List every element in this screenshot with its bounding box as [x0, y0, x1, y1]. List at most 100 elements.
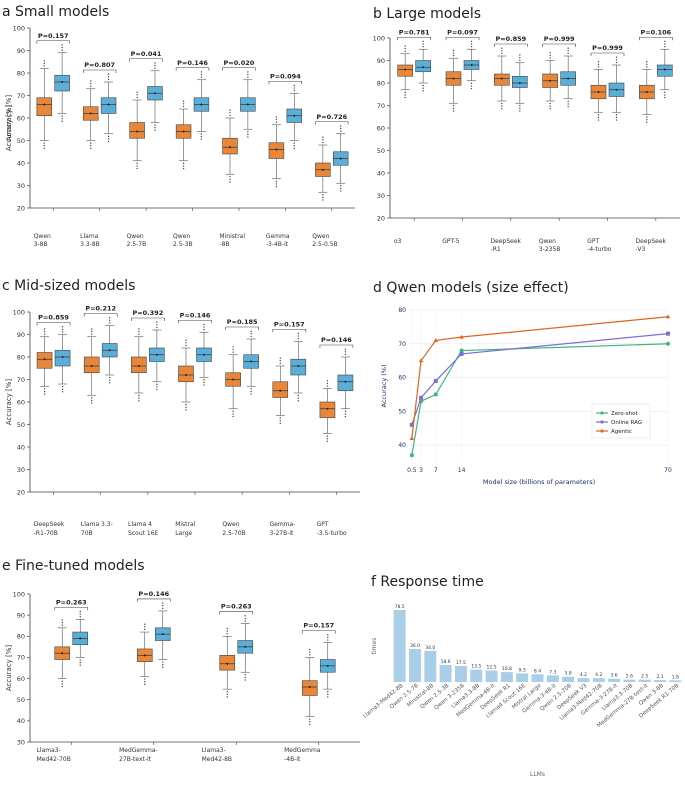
y-tick-label: 60 [17, 114, 25, 122]
y-tick-label: 90 [17, 331, 25, 339]
box-mean [161, 633, 164, 636]
outlier [109, 379, 111, 381]
outlier [340, 190, 342, 192]
outlier [203, 323, 205, 326]
p-value-bracket [36, 322, 71, 326]
box-mean [155, 353, 158, 356]
outlier [91, 328, 93, 330]
bar [592, 678, 605, 682]
outlier [107, 140, 110, 143]
outlier [326, 440, 329, 442]
box-mean [275, 148, 278, 151]
box-mean [645, 91, 648, 93]
outlier [422, 45, 424, 48]
x-axis-label: Model size (billions of parameters) [483, 478, 595, 486]
bar [500, 672, 513, 682]
p-value-bracket [131, 317, 165, 321]
outlier [470, 45, 473, 48]
box-group: P=0.807 Llama3.3-8B [80, 61, 117, 248]
outlier [597, 66, 600, 68]
outlier [501, 102, 503, 105]
outlier [344, 353, 347, 356]
p-value-bracket [268, 80, 303, 85]
outlier [452, 105, 455, 107]
data-point [665, 314, 671, 319]
outlier [91, 330, 93, 333]
outlier [250, 335, 252, 338]
panel-c: c Mid-sized models 20 30 40 50 60 70 80 90 100 Acc… [2, 278, 360, 537]
bar-value-label: 4.2 [580, 672, 587, 678]
outlier [61, 683, 63, 685]
outlier [232, 415, 234, 418]
outlier [136, 165, 138, 167]
category-label: Llama [80, 233, 99, 240]
outlier [322, 136, 324, 138]
outlier [154, 124, 156, 126]
outlier [664, 91, 666, 94]
y-axis-label: Accuracy [%] [5, 645, 13, 692]
box-zero-shot [315, 136, 331, 201]
x-tick-label: 3 [419, 467, 423, 474]
outlier [109, 317, 111, 319]
box-mean [246, 103, 249, 106]
outlier [279, 420, 281, 422]
bar [516, 673, 529, 682]
box-group: P=0.146 GPT -3.5-turbo [317, 336, 354, 537]
outlier [229, 114, 231, 117]
outlier [61, 49, 63, 51]
data-point [409, 453, 414, 458]
y-tick-label: 70 [377, 102, 385, 110]
category-label: Qwen [312, 233, 329, 240]
outlier [43, 330, 46, 333]
outlier [297, 394, 299, 397]
outlier [185, 403, 187, 406]
p-value-label: P=0.859 [38, 314, 69, 322]
outlier [327, 634, 329, 636]
category-label: Llama3- [202, 747, 226, 754]
panel-f: f Response timetimesLLMs78.5Llama3-Med42… [362, 574, 682, 778]
outlier [279, 417, 281, 419]
box-group: P=0.094 Gemma-3-4B-it [266, 72, 303, 248]
box-online-rag [332, 125, 349, 192]
x-tick-label: 14 [458, 467, 466, 474]
box-online-rag [319, 634, 336, 698]
outlier [422, 40, 424, 43]
y-tick-label: 40 [398, 442, 406, 449]
box-mean [597, 91, 600, 93]
box-iqr [131, 356, 147, 374]
outlier [322, 141, 324, 144]
panel-title: c Mid-sized models [2, 278, 135, 294]
panel-title: e Fine-tuned models [2, 558, 145, 574]
box-iqr [415, 60, 431, 73]
outlier [61, 118, 63, 120]
outlier [297, 400, 299, 402]
panel-title: b Large models [373, 6, 481, 22]
outlier [182, 103, 185, 105]
outlier [226, 696, 228, 698]
legend-label: Online RAG [611, 420, 642, 426]
category-label: Llama 3.3- [81, 521, 113, 528]
bar [393, 609, 406, 682]
y-tick-label: 60 [17, 398, 25, 406]
outlier [91, 333, 93, 335]
p-value-bracket [225, 326, 259, 330]
p-value-bracket [272, 328, 307, 333]
outlier [279, 360, 281, 362]
panel-d: d Qwen models (size effect) 40 50 60 70 80 0.5… [373, 280, 672, 486]
box-iqr [290, 358, 307, 376]
category-label: 2.5-70B [222, 530, 245, 537]
p-value-bracket [82, 69, 117, 73]
outlier [200, 138, 203, 140]
y-tick-label: 90 [17, 47, 25, 55]
outlier [340, 187, 342, 190]
category-label: 3.3-8B [80, 241, 100, 248]
bar [608, 678, 621, 682]
outlier [244, 676, 246, 679]
category-label: 2.5-0.5B [312, 241, 337, 248]
category-label: Qwen [539, 238, 556, 245]
category-label: Qwen [173, 233, 190, 240]
outlier [250, 393, 252, 395]
y-tick-label: 40 [17, 159, 25, 167]
outlier [200, 133, 203, 135]
